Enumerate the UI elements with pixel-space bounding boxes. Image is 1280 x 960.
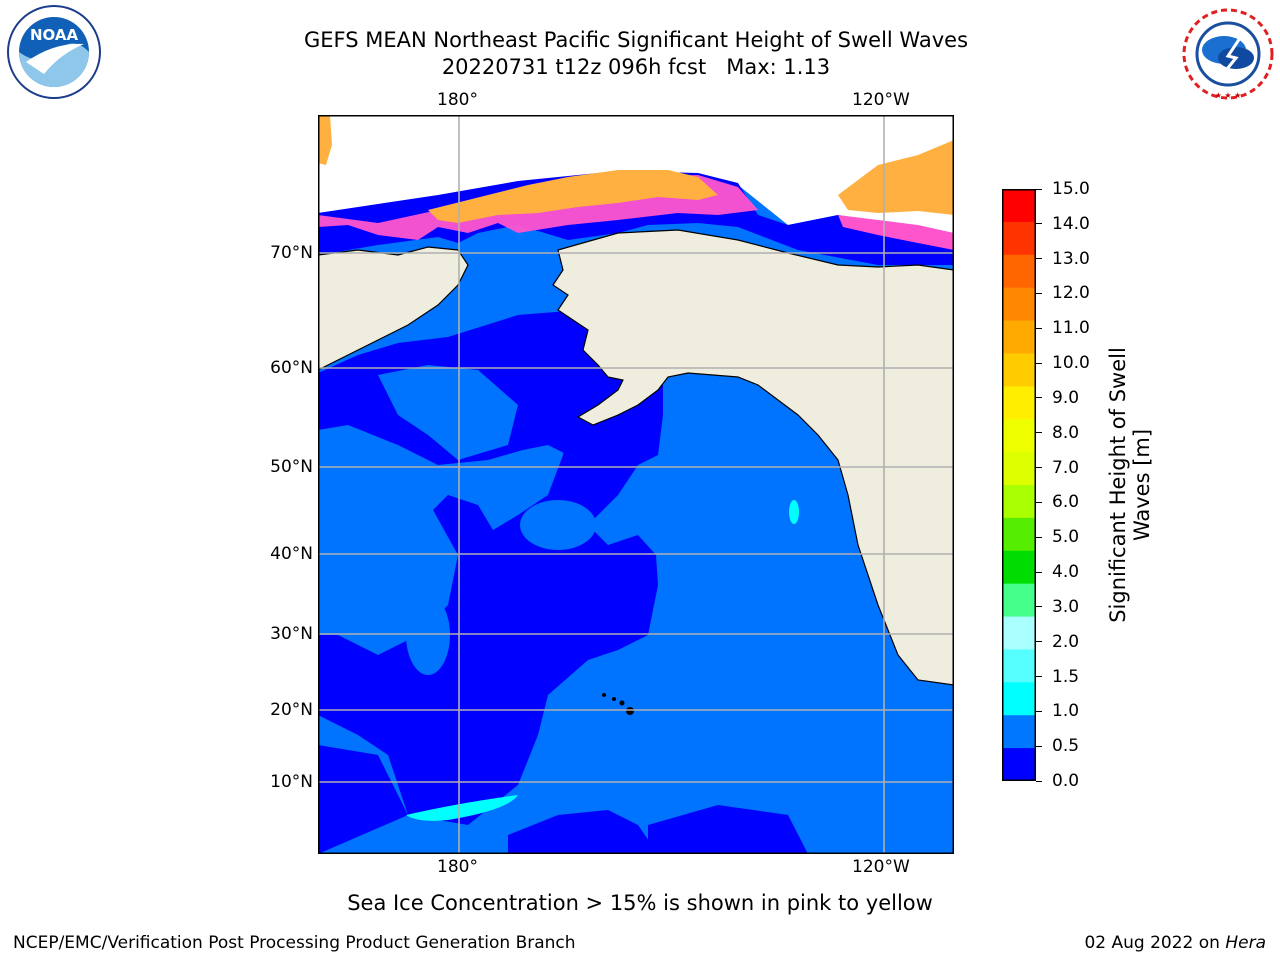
colorbar-segment (1002, 649, 1036, 683)
colorbar-label-line1: Significant Height of Swell (1106, 347, 1130, 623)
noaa-logo: NOAA (4, 4, 104, 100)
colorbar-tick-label: 0.0 (1052, 771, 1080, 791)
colorbar-tick (1036, 223, 1042, 225)
chart-title: GEFS MEAN Northeast Pacific Significant … (303, 28, 969, 52)
siberia-land (318, 246, 469, 371)
colorbar-segment (1002, 287, 1036, 322)
colorbar-segment (1002, 254, 1036, 289)
colorbar-tick (1036, 606, 1042, 608)
hawaii-islands (602, 693, 634, 715)
colorbar-segment (1002, 682, 1036, 716)
colorbar-tick (1036, 327, 1042, 329)
colorbar-tick-label: 11.0 (1052, 318, 1090, 339)
colorbar-tick (1036, 501, 1042, 503)
lon-label-bottom-120w: 120°W (852, 857, 910, 877)
footer-producer: NCEP/EMC/Verification Post Processing Pr… (13, 933, 576, 953)
sea-ice-orange (428, 170, 718, 223)
colorbar-tick-label: 8.0 (1052, 422, 1080, 443)
north-america-land (552, 229, 954, 686)
south-low-swell-1 (508, 810, 658, 854)
sea-ice-note: Sea Ice Concentration > 15% is shown in … (347, 891, 933, 915)
colorbar-tick (1036, 780, 1042, 782)
noaa-logo-text: NOAA (30, 26, 79, 44)
lat-label-20n: 20°N (270, 700, 313, 720)
footer-date: 02 Aug 2022 on Hera (1084, 933, 1266, 953)
swell-1.0-1.5-coastal (789, 500, 799, 524)
south-low-swell-2 (648, 805, 808, 854)
colorbar-tick (1036, 641, 1042, 643)
colorbar-segment (1002, 517, 1036, 552)
colorbar-tick-label: 10.0 (1052, 353, 1090, 374)
colorbar-tick-label: 4.0 (1052, 562, 1080, 583)
colorbar (1002, 189, 1036, 782)
colorbar-segment (1002, 189, 1036, 223)
colorbar-tick-label: 0.5 (1052, 736, 1080, 757)
lat-label-30n: 30°N (270, 624, 313, 644)
colorbar-segment (1002, 386, 1036, 420)
no-data-region (318, 115, 954, 235)
colorbar-tick-label: 15.0 (1052, 179, 1090, 199)
lat-label-50n: 50°N (270, 457, 313, 477)
colorbar-tick-label: 1.5 (1052, 666, 1080, 687)
colorbar-segment (1002, 452, 1036, 486)
map-panel (318, 115, 954, 854)
graticule (318, 115, 954, 854)
west-tropic-low-swell (318, 745, 408, 854)
colorbar-tick-label: 5.0 (1052, 527, 1080, 548)
lat-label-60n: 60°N (270, 358, 313, 378)
colorbar-tick-label: 2.0 (1052, 631, 1080, 652)
colorbar-segment (1002, 748, 1036, 782)
lon-label-top-120w: 120°W (852, 90, 910, 110)
colorbar-tick (1036, 536, 1042, 538)
colorbar-tick (1036, 258, 1042, 260)
sea-ice-orange-east (838, 140, 954, 215)
map-frame (318, 115, 954, 854)
footer-machine: Hera (1225, 933, 1266, 953)
colorbar-tick-label: 6.0 (1052, 492, 1080, 513)
colorbar-tick (1036, 188, 1042, 190)
colorbar-tick (1036, 710, 1042, 712)
colorbar-segment (1002, 353, 1036, 387)
colorbar-tick-label: 9.0 (1052, 387, 1080, 408)
lat-label-40n: 40°N (270, 544, 313, 564)
colorbar-segment (1002, 485, 1036, 519)
nws-logo: ★ ★ ★ (1178, 6, 1278, 102)
colorbar-tick (1036, 676, 1042, 678)
lon-label-top-180: 180° (437, 90, 478, 110)
colorbar-tick (1036, 467, 1042, 469)
arctic-low-swell (318, 171, 954, 265)
colorbar-tick-label: 3.0 (1052, 596, 1080, 617)
sea-ice-pink-east (838, 215, 954, 250)
colorbar-segment (1002, 616, 1036, 650)
lon-label-bottom-180: 180° (437, 857, 478, 877)
chart-subtitle: 20220731 t12z 096h fcst Max: 1.13 (441, 55, 831, 79)
colorbar-tick-label: 14.0 (1052, 213, 1090, 234)
svg-text:★ ★ ★: ★ ★ ★ (1215, 91, 1242, 100)
colorbar-tick (1036, 397, 1042, 399)
colorbar-frame (1002, 189, 1036, 781)
colorbar-segment (1002, 419, 1036, 453)
colorbar-tick-label: 12.0 (1052, 283, 1090, 304)
central-pacific-low-swell (318, 375, 658, 825)
lat-label-10n: 10°N (270, 772, 313, 792)
swell-1.0-1.5-streak (406, 795, 518, 821)
colorbar-tick (1036, 432, 1042, 434)
colorbar-tick (1036, 292, 1042, 294)
footer-date-text: 02 Aug 2022 on (1084, 933, 1226, 953)
swell-height-map (318, 115, 954, 854)
colorbar-tick (1036, 362, 1042, 364)
colorbar-segment (1002, 550, 1036, 585)
lat-label-70n: 70°N (270, 243, 313, 263)
colorbar-tick-label: 13.0 (1052, 248, 1090, 269)
colorbar-segment (1002, 221, 1036, 256)
colorbar-segment (1002, 320, 1036, 354)
colorbar-tick-label: 7.0 (1052, 457, 1080, 478)
colorbar-segment (1002, 583, 1036, 618)
colorbar-tick (1036, 571, 1042, 573)
colorbar-segment (1002, 715, 1036, 749)
colorbar-tick-label: 1.0 (1052, 701, 1080, 722)
colorbar-tick (1036, 745, 1042, 747)
colorbar-label-line2: Waves [m] (1130, 428, 1154, 542)
